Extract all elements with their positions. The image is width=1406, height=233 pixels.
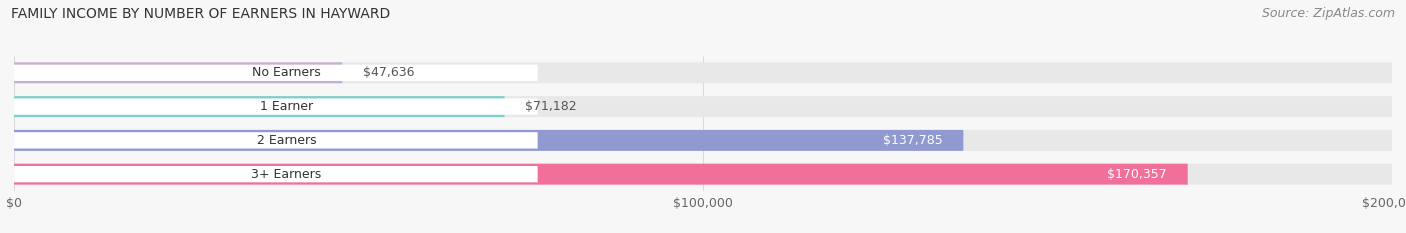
Text: 2 Earners: 2 Earners [256,134,316,147]
FancyBboxPatch shape [14,166,537,182]
FancyBboxPatch shape [14,98,537,115]
Text: $137,785: $137,785 [883,134,942,147]
Text: 3+ Earners: 3+ Earners [252,168,322,181]
Text: 1 Earner: 1 Earner [260,100,314,113]
FancyBboxPatch shape [14,130,963,151]
Text: $71,182: $71,182 [524,100,576,113]
FancyBboxPatch shape [14,164,1392,185]
FancyBboxPatch shape [14,65,537,81]
Text: $47,636: $47,636 [363,66,415,79]
FancyBboxPatch shape [14,132,537,149]
Text: $170,357: $170,357 [1108,168,1167,181]
Text: No Earners: No Earners [252,66,321,79]
FancyBboxPatch shape [14,96,1392,117]
FancyBboxPatch shape [14,62,1392,83]
Text: Source: ZipAtlas.com: Source: ZipAtlas.com [1261,7,1395,20]
FancyBboxPatch shape [14,164,1188,185]
Text: FAMILY INCOME BY NUMBER OF EARNERS IN HAYWARD: FAMILY INCOME BY NUMBER OF EARNERS IN HA… [11,7,391,21]
FancyBboxPatch shape [14,130,1392,151]
FancyBboxPatch shape [14,96,505,117]
FancyBboxPatch shape [14,62,342,83]
